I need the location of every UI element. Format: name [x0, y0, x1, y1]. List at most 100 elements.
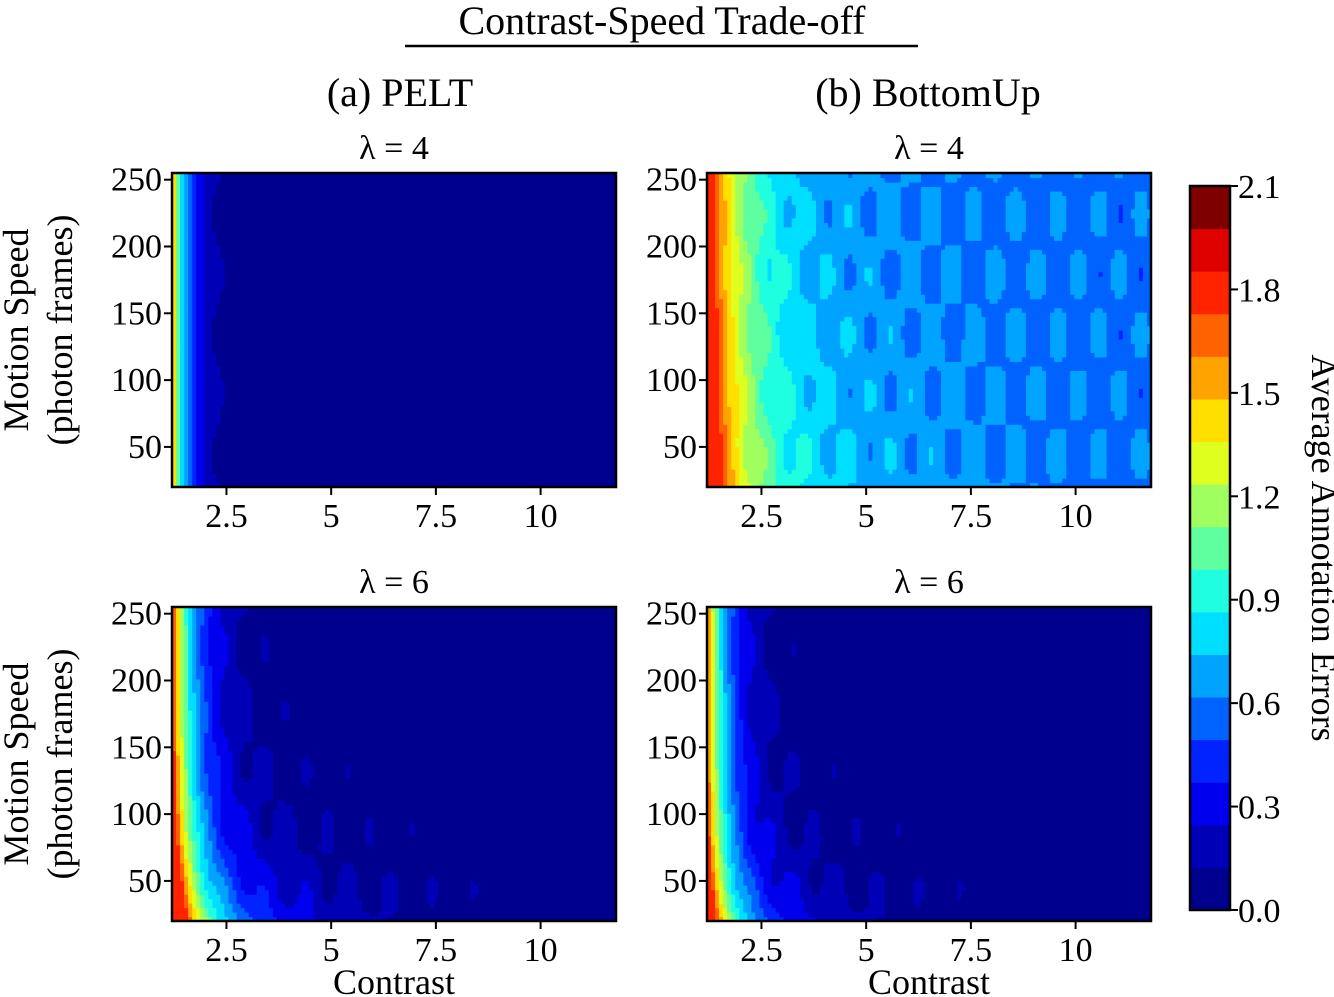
heatmap-cell [276, 370, 282, 376]
heatmap-cell [369, 397, 375, 403]
heatmap-cell [272, 208, 278, 214]
heatmap-cell [313, 280, 318, 286]
heatmap-cell [345, 303, 351, 309]
heatmap-cell [385, 410, 391, 416]
heatmap-cell [361, 437, 367, 443]
heatmap-cell [361, 312, 367, 318]
heatmap-cell [224, 303, 230, 309]
heatmap-cell [434, 451, 439, 457]
heatmap-cell [410, 365, 415, 371]
heatmap-cell [297, 415, 302, 421]
heatmap-cell [454, 392, 460, 398]
heatmap-cell [293, 303, 298, 309]
heatmap-cell [438, 473, 444, 479]
heatmap-cell [212, 258, 217, 264]
heatmap-cell [349, 181, 355, 188]
heatmap-cell [268, 374, 274, 380]
heatmap-cell [329, 316, 335, 322]
heatmap-cell [228, 181, 234, 188]
heatmap-cell [289, 316, 294, 322]
heatmap-cell [248, 374, 254, 380]
heatmap-cell [446, 235, 452, 241]
heatmap-cell [333, 258, 339, 264]
heatmap-cell [196, 226, 201, 232]
heatmap-cell [349, 410, 355, 416]
heatmap-cell [329, 464, 335, 470]
heatmap-cell [236, 258, 242, 264]
heatmap-cell [208, 455, 213, 461]
heatmap-cell [204, 469, 209, 475]
heatmap-cell [446, 177, 452, 183]
heatmap-cell [172, 267, 177, 273]
heatmap-cell [317, 437, 322, 443]
heatmap-cell [224, 240, 230, 246]
heatmap-cell [196, 455, 201, 461]
heatmap-cell [252, 285, 258, 291]
heatmap-cell [402, 370, 407, 376]
heatmap-cell [341, 388, 347, 394]
heatmap-cell [325, 298, 331, 304]
heatmap-cell [272, 316, 278, 322]
heatmap-cell [345, 181, 351, 188]
heatmap-cell [333, 195, 339, 201]
heatmap-cell [200, 330, 205, 336]
heatmap-cell [398, 330, 403, 336]
heatmap-cell [224, 289, 230, 295]
heatmap-cell [212, 334, 217, 340]
heatmap-cell [248, 222, 254, 228]
heatmap-cell [385, 316, 391, 322]
heatmap-cell [220, 199, 226, 205]
heatmap-cell [244, 446, 250, 452]
heatmap-cell [430, 482, 435, 487]
heatmap-cell [422, 469, 427, 475]
heatmap-cell [228, 222, 234, 228]
heatmap-cell [418, 437, 423, 443]
heatmap-cell [418, 316, 423, 322]
heatmap-cell [337, 343, 343, 349]
heatmap-cell [264, 235, 270, 241]
heatmap-cell [224, 397, 230, 403]
heatmap-cell [406, 258, 411, 264]
heatmap-cell [172, 249, 177, 255]
heatmap-cell [369, 347, 375, 354]
heatmap-cell [200, 365, 205, 371]
heatmap-cell [438, 285, 444, 291]
heatmap-cell [192, 267, 197, 273]
heatmap-cell [232, 307, 238, 313]
heatmap-cell [276, 478, 282, 484]
heatmap-cell [410, 235, 415, 241]
heatmap-cell [301, 451, 306, 457]
figure-title: Contrast-Speed Trade-off [459, 0, 867, 43]
heatmap-cell [430, 321, 435, 327]
heatmap-cell [369, 289, 375, 295]
heatmap-cell [188, 325, 193, 331]
heatmap-cell [305, 374, 310, 380]
heatmap-cell [410, 343, 415, 349]
heatmap-cell [349, 464, 355, 470]
heatmap-cell [280, 289, 286, 295]
heatmap-cell [313, 401, 318, 407]
heatmap-cell [369, 244, 375, 250]
heatmap-cell [285, 190, 290, 197]
heatmap-cell [361, 177, 367, 183]
heatmap-cell [402, 226, 407, 232]
heatmap-cell [402, 397, 407, 403]
heatmap-cell [212, 392, 217, 398]
heatmap-cell [188, 267, 193, 273]
heatmap-cell [398, 410, 403, 416]
heatmap-cell [236, 303, 242, 309]
heatmap-cell [430, 240, 435, 246]
heatmap-cell [172, 455, 177, 461]
heatmap-cell [446, 258, 452, 264]
heatmap-cell [377, 226, 383, 232]
heatmap-cell [276, 280, 282, 286]
heatmap-cell [212, 370, 217, 376]
heatmap-cell [454, 410, 460, 416]
heatmap-cell [176, 181, 181, 188]
heatmap-cell [264, 298, 270, 304]
heatmap-cell [220, 473, 226, 479]
heatmap-cell [422, 285, 427, 291]
heatmap-cell [398, 437, 403, 443]
heatmap-cell [321, 410, 326, 416]
heatmap-cell [389, 249, 395, 255]
